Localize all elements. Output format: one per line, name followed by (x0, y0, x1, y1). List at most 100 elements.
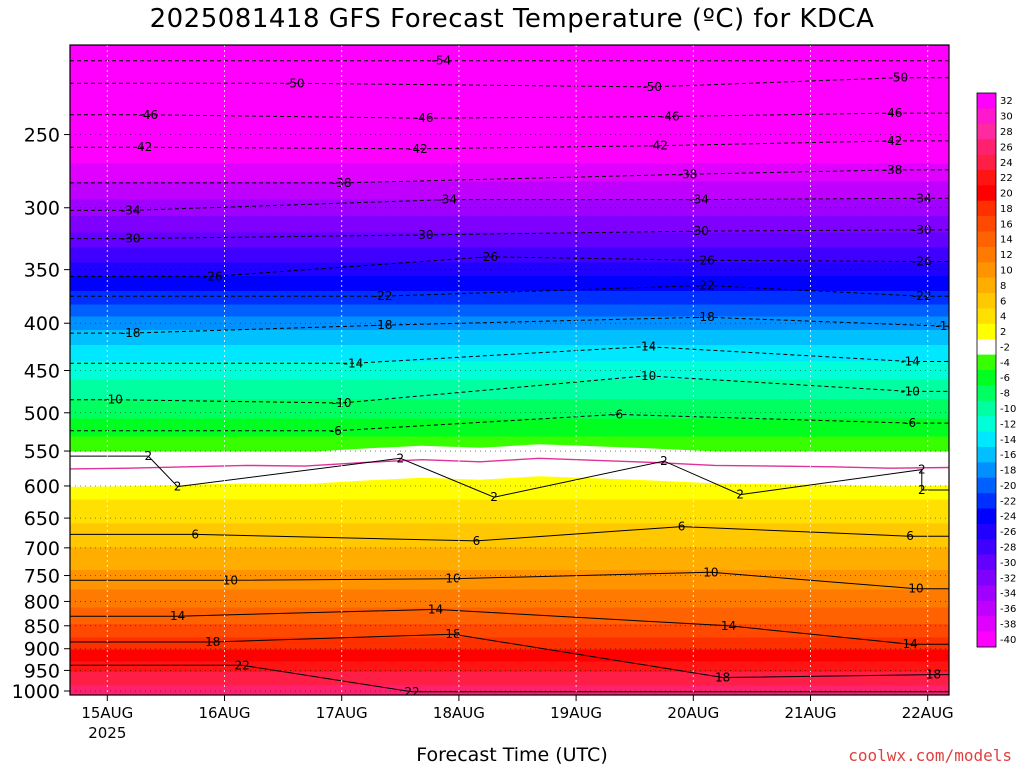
heatmap-cell (70, 186, 949, 189)
heatmap-cell (70, 387, 949, 390)
heatmap-cell (70, 112, 949, 115)
heatmap-cell (70, 52, 949, 55)
heatmap-cell (70, 100, 949, 103)
heatmap-cell (70, 316, 949, 319)
contour-label: -54 (432, 54, 452, 68)
heatmap-cell (70, 490, 949, 493)
heatmap-cell (70, 481, 949, 484)
heatmap-cell (70, 321, 949, 324)
heatmap-cell (70, 339, 949, 342)
colorbar-label: 32 (1000, 96, 1013, 107)
heatmap-cell (70, 261, 949, 264)
colorbar-swatch (977, 354, 996, 371)
heatmap-cell (70, 588, 949, 591)
heatmap-cell (70, 325, 949, 328)
heatmap-cell (70, 175, 949, 178)
heatmap-cell (70, 403, 949, 406)
heatmap-cell (70, 351, 949, 354)
heatmap-cell (70, 648, 949, 651)
colorbar-swatch (977, 416, 996, 432)
contour-label: -10 (332, 396, 352, 410)
heatmap-cell (70, 444, 949, 447)
colorbar-swatch (977, 600, 996, 617)
heatmap-cell (70, 111, 949, 114)
heatmap-cell (70, 264, 949, 267)
heatmap-cell (70, 289, 949, 292)
heatmap-cell (70, 87, 949, 90)
heatmap-cell (70, 118, 949, 121)
heatmap-cell (70, 571, 949, 574)
heatmap-cell (70, 79, 949, 82)
heatmap-cell (70, 603, 949, 606)
heatmap-cell (70, 345, 949, 348)
colorbar-label: 28 (1000, 127, 1013, 138)
contour-line (70, 664, 949, 693)
heatmap-cell (70, 624, 949, 627)
heatmap-cell (70, 441, 949, 444)
heatmap-cell (70, 669, 949, 672)
heatmap-cell (70, 150, 949, 153)
heatmap-cell (70, 324, 949, 327)
contour-line (70, 77, 949, 88)
heatmap-cell (70, 688, 949, 691)
contour-label: 14 (170, 609, 185, 623)
chart-title: 2025081418 GFS Forecast Temperature (ºC)… (149, 4, 875, 34)
contour-label: 10 (703, 565, 718, 579)
heatmap-cell (70, 133, 949, 136)
heatmap-cell (70, 666, 949, 669)
heatmap-cell (70, 259, 949, 262)
heatmap-cell (70, 298, 949, 301)
heatmap-cell (70, 546, 949, 549)
heatmap-cell (70, 549, 949, 552)
contour-label: -22 (373, 289, 393, 303)
heatmap-cell (70, 600, 949, 603)
heatmap-cell (70, 505, 949, 508)
heatmap-cell (70, 258, 949, 261)
colorbar-label: -26 (1000, 527, 1016, 538)
heatmap-cell (70, 151, 949, 154)
heatmap-cell (70, 667, 949, 670)
heatmap-cell (70, 550, 949, 553)
heatmap-cell (70, 132, 949, 135)
x-tick-label: 21AUG (785, 704, 837, 722)
heatmap-cell (70, 652, 949, 655)
heatmap-cell (70, 294, 949, 297)
heatmap-cell (70, 423, 949, 426)
heatmap-cell (70, 64, 949, 67)
contour-label: 18 (926, 668, 941, 682)
heatmap-cell (70, 207, 949, 210)
heatmap-cell (70, 333, 949, 336)
heatmap-cell (70, 399, 949, 402)
heatmap-cell (70, 307, 949, 310)
heatmap-cell (70, 240, 949, 243)
heatmap-cell (70, 513, 949, 516)
heatmap-cell (70, 319, 949, 322)
heatmap-cell (70, 54, 949, 57)
heatmap-cell (70, 592, 949, 595)
heatmap-cell (70, 96, 949, 99)
heatmap-cell (70, 594, 949, 597)
y-tick-label: 400 (24, 313, 60, 335)
heatmap-cell (70, 645, 949, 648)
contour-label: -42 (408, 142, 428, 156)
heatmap-cell (70, 129, 949, 132)
heatmap-cell (70, 556, 949, 559)
heatmap-cell (70, 184, 949, 187)
contour-line (70, 375, 949, 404)
heatmap-cell (70, 60, 949, 63)
contour-line (70, 169, 949, 184)
contour-label: 14 (902, 637, 917, 651)
heatmap-cell (70, 346, 949, 349)
contour-line (70, 571, 949, 590)
heatmap-cell (70, 372, 949, 375)
heatmap-cell (70, 417, 949, 420)
heatmap-cell (70, 517, 949, 520)
contour-label: -34 (121, 203, 141, 217)
y-tick-label: 850 (24, 616, 60, 638)
heatmap-cell (70, 253, 949, 256)
heatmap-cell (70, 574, 949, 577)
heatmap-cell (70, 528, 949, 531)
x-tick-label: 20AUG (667, 704, 719, 722)
heatmap-cell (70, 286, 949, 289)
heatmap-cell (70, 238, 949, 241)
